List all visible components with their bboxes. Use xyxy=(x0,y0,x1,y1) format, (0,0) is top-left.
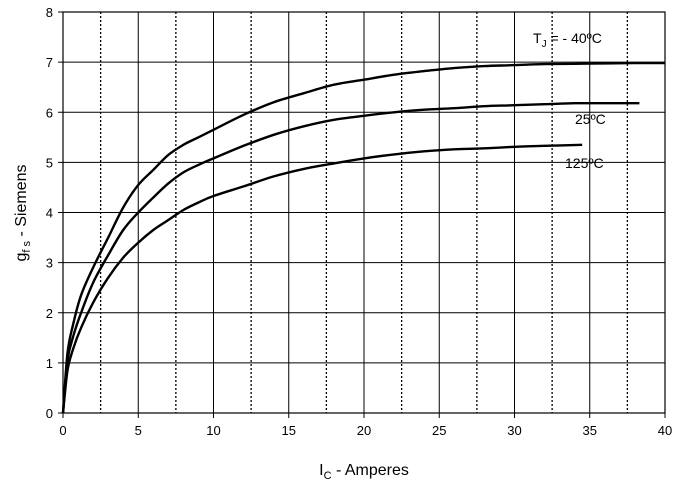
x-tick-label: 5 xyxy=(135,423,142,438)
x-tick-label: 15 xyxy=(282,423,296,438)
y-tick-label: 2 xyxy=(46,306,53,321)
x-tick-label: 40 xyxy=(658,423,672,438)
y-tick-label: 1 xyxy=(46,356,53,371)
x-tick-label: 20 xyxy=(357,423,371,438)
x-tick-label: 35 xyxy=(583,423,597,438)
series-line-0 xyxy=(61,61,666,414)
x-tick-label: 10 xyxy=(206,423,220,438)
y-tick-label: 6 xyxy=(46,105,53,120)
y-tick-label: 8 xyxy=(46,5,53,20)
x-tick-label: 0 xyxy=(59,423,66,438)
series-label-125c: 125ºC xyxy=(565,155,604,171)
y-tick-label: 3 xyxy=(46,256,53,271)
series-label-minus40c: TJ = - 40ºC xyxy=(533,30,602,50)
y-tick-label: 0 xyxy=(46,406,53,421)
x-tick-label: 30 xyxy=(507,423,521,438)
series-line-2 xyxy=(61,143,583,414)
x-tick-label: 25 xyxy=(432,423,446,438)
series-label-25c: 25ºC xyxy=(575,111,606,127)
y-axis-title: gf s - Siemens xyxy=(13,165,33,262)
y-tick-label: 4 xyxy=(46,206,53,221)
x-axis-title: IC - Amperes xyxy=(319,462,409,482)
y-tick-label: 7 xyxy=(46,55,53,70)
y-tick-label: 5 xyxy=(46,155,53,170)
series-line-1 xyxy=(61,101,640,414)
